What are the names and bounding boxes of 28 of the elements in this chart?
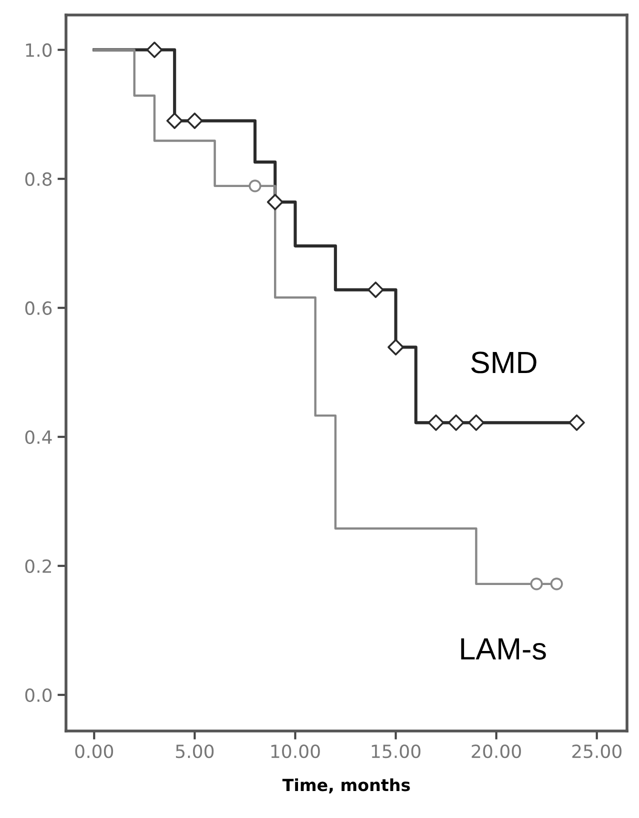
point xyxy=(428,414,444,431)
point xyxy=(186,112,203,129)
point xyxy=(568,414,585,431)
series-label: LAM-s xyxy=(461,638,546,660)
x-tick-label: 15.00 xyxy=(372,744,420,758)
x-axis-title: Time, months xyxy=(282,778,410,794)
y-tick-label: 0.0 xyxy=(25,688,52,702)
y-tick-label: 0.4 xyxy=(25,430,52,444)
point xyxy=(550,578,563,590)
point xyxy=(530,578,543,590)
point xyxy=(166,112,183,129)
x-tick-label: 0.00 xyxy=(75,744,114,758)
point xyxy=(266,194,284,210)
x-tick-label: 20.00 xyxy=(472,744,521,758)
y-tick-label: 0.8 xyxy=(25,172,52,186)
point xyxy=(248,180,262,192)
point xyxy=(146,42,163,58)
y-tick-label: 1.0 xyxy=(26,43,52,57)
point xyxy=(388,339,404,356)
x-tick-label: 10.00 xyxy=(271,744,320,758)
point xyxy=(448,414,464,431)
x-tick-label: 5.00 xyxy=(176,744,214,758)
y-tick-label: 0.6 xyxy=(25,301,52,315)
series-label: SMD xyxy=(471,352,536,374)
x-tick-label: 25.00 xyxy=(572,744,622,758)
y-tick-label: 0.2 xyxy=(25,559,51,573)
point xyxy=(468,414,484,431)
point xyxy=(367,282,384,298)
